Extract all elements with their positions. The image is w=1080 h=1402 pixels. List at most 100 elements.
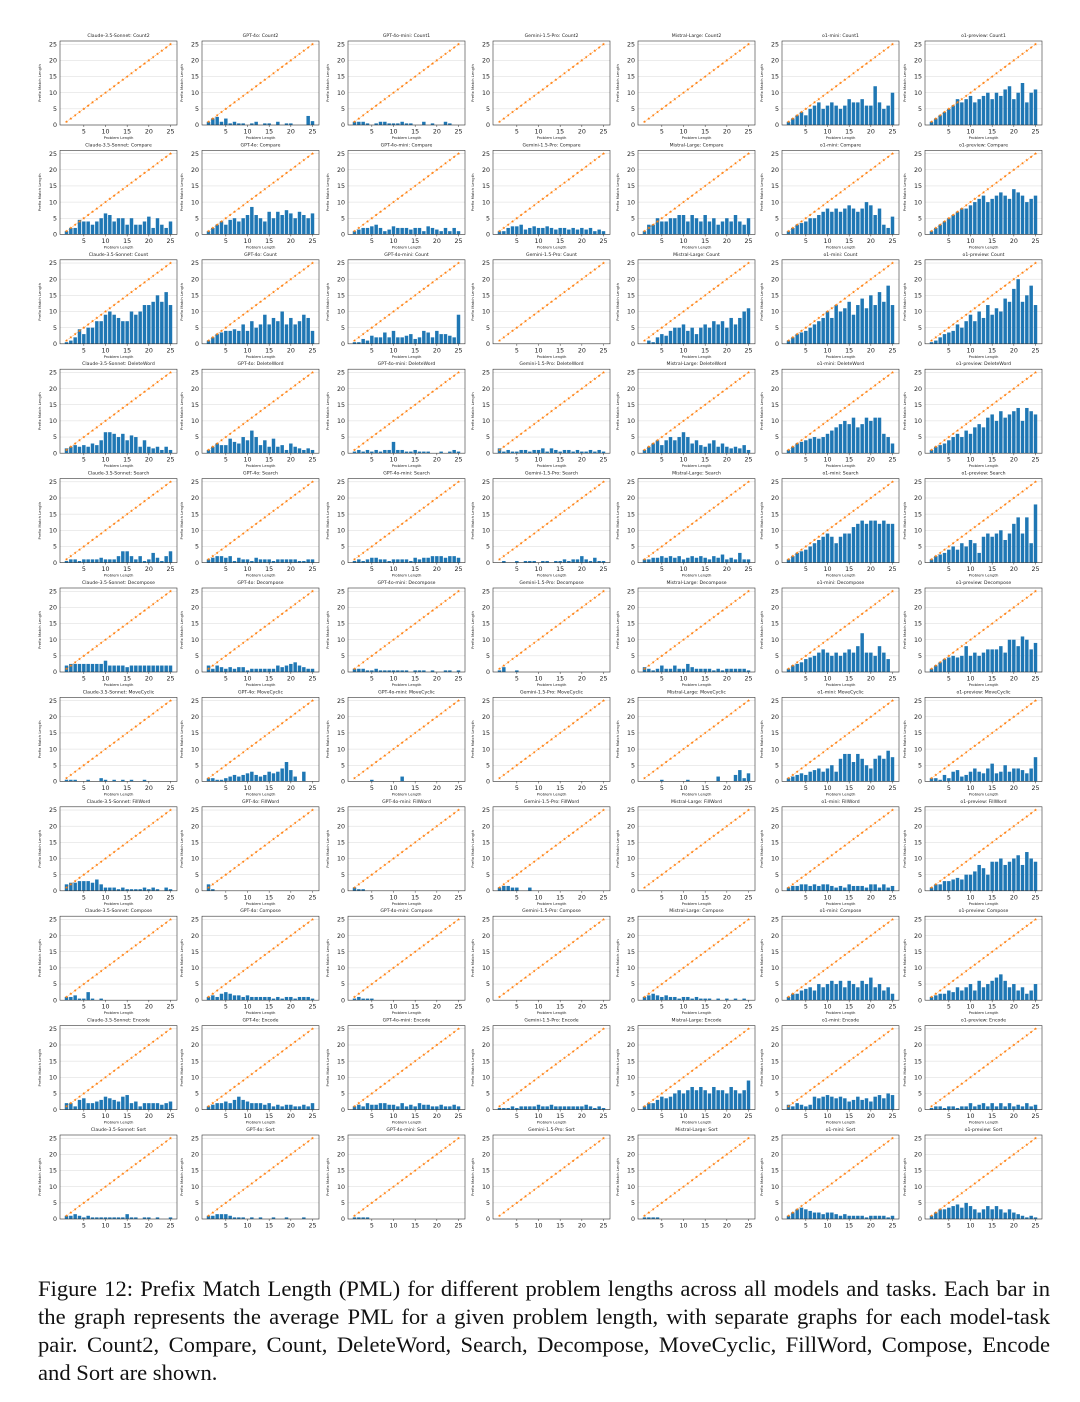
diagonal-marker: [206, 557, 211, 561]
x-axis-label: Problem Length: [104, 463, 134, 468]
diagonal-marker: [795, 441, 799, 445]
diagonal-marker: [541, 87, 545, 91]
bar: [964, 874, 968, 891]
bar: [211, 778, 215, 782]
x-axis-label: Problem Length: [969, 244, 999, 249]
x-tick-label: 10: [679, 676, 687, 683]
diagonal-marker: [1016, 274, 1020, 278]
diagonal-marker: [443, 818, 448, 822]
bar: [142, 560, 147, 563]
bar: [306, 448, 310, 454]
diagonal-marker: [352, 667, 357, 671]
bar: [121, 551, 125, 563]
bar: [746, 559, 751, 563]
x-tick-label: 20: [867, 894, 875, 901]
diagonal-marker: [147, 605, 151, 609]
diagonal-marker: [519, 760, 523, 764]
diagonal-marker: [528, 425, 532, 429]
panel-title: Claude-3.5-Sonnet: Decompose: [82, 580, 155, 586]
diagonal-marker: [219, 438, 224, 442]
bar: [121, 433, 125, 454]
diagonal-marker: [825, 528, 830, 532]
diagonal-marker: [795, 551, 799, 555]
diagonal-marker: [990, 512, 994, 516]
diagonal-marker: [929, 776, 934, 780]
diagonal-marker: [651, 441, 655, 445]
y-tick-label: 5: [486, 434, 490, 441]
diagonal-marker: [506, 113, 510, 117]
diagonal-marker: [1033, 261, 1038, 265]
y-tick-label: 10: [914, 418, 922, 425]
y-tick-label: 10: [482, 965, 490, 972]
bar: [103, 660, 108, 672]
y-tick-label: 10: [914, 1074, 922, 1081]
diagonal-marker: [742, 592, 746, 596]
x-tick-label: 5: [804, 676, 808, 683]
bar: [856, 1096, 860, 1110]
bar: [746, 308, 751, 344]
plot-frame: [924, 806, 1043, 892]
bar: [860, 424, 864, 454]
bar: [580, 451, 584, 454]
y-axis-label: Prefix Match Length: [37, 392, 42, 430]
diagonal-marker: [219, 876, 224, 880]
panel-title: GPT-4o-mini: Search: [383, 471, 430, 477]
diagonal-marker: [439, 1040, 443, 1044]
diagonal-marker: [990, 621, 994, 625]
diagonal-marker: [929, 667, 934, 671]
diagonal-marker: [742, 264, 746, 268]
diagonal-marker: [370, 873, 374, 876]
x-tick-label: 20: [433, 785, 441, 792]
bar: [361, 560, 365, 563]
bar: [716, 776, 720, 782]
y-tick-label: 20: [771, 605, 779, 612]
diagonal-marker: [986, 625, 990, 629]
diagonal-marker: [860, 831, 864, 834]
diagonal-marker: [890, 699, 895, 702]
diagonal-marker: [562, 946, 567, 950]
bar: [882, 224, 886, 235]
bar: [215, 1103, 219, 1110]
bar: [245, 215, 250, 235]
diagonal-marker: [799, 1095, 804, 1098]
diagonal-marker: [677, 203, 681, 207]
bar: [250, 668, 254, 672]
y-tick-label: 0: [918, 997, 922, 1004]
y-tick-label: 5: [53, 434, 57, 441]
bar: [69, 996, 73, 1001]
diagonal-marker: [795, 113, 799, 117]
x-tick-label: 15: [701, 1004, 709, 1011]
bar: [417, 559, 422, 563]
x-tick-label: 15: [845, 129, 853, 136]
diagonal-marker: [258, 81, 263, 85]
diagonal-marker: [668, 538, 673, 542]
bar: [151, 448, 155, 454]
y-tick-label: 20: [191, 823, 199, 830]
diagonal-marker: [877, 927, 882, 931]
bar: [882, 758, 886, 782]
x-tick-label: 5: [370, 676, 374, 683]
diagonal-marker: [851, 837, 856, 841]
diagonal-marker: [725, 277, 729, 281]
bar: [746, 1080, 751, 1110]
diagonal-marker: [882, 158, 886, 162]
diagonal-marker: [977, 84, 981, 88]
bar: [536, 227, 541, 235]
bar: [843, 887, 847, 891]
plot-frame: [492, 1025, 611, 1110]
diagonal-marker: [168, 699, 173, 702]
x-tick-label: 25: [166, 785, 174, 792]
bar: [357, 889, 361, 891]
diagonal-marker: [584, 383, 588, 387]
bar: [947, 881, 951, 891]
bar: [799, 112, 804, 125]
y-tick-label: 20: [337, 386, 345, 393]
diagonal-marker: [439, 55, 443, 59]
bar: [417, 337, 422, 344]
diagonal-marker: [430, 937, 435, 941]
y-tick-label: 25: [627, 917, 635, 924]
x-tick-label: 25: [308, 1004, 316, 1011]
